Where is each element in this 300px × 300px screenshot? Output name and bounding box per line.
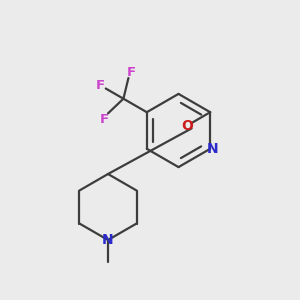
Text: F: F xyxy=(96,79,105,92)
Text: N: N xyxy=(102,233,114,247)
Text: F: F xyxy=(100,112,109,126)
Text: O: O xyxy=(181,119,193,133)
Text: F: F xyxy=(127,66,136,79)
Text: N: N xyxy=(207,142,218,156)
